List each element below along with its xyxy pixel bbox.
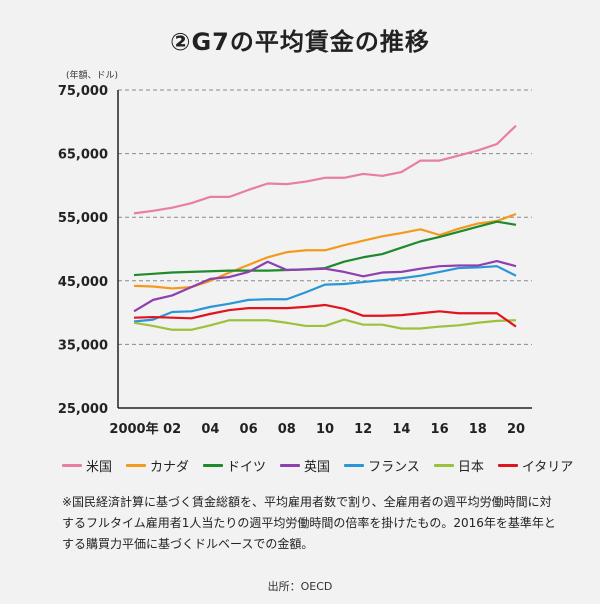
axes <box>117 90 532 409</box>
x-tick-label: 12 <box>354 422 372 437</box>
x-tick-label: 14 <box>392 422 410 437</box>
y-tick-labels: 25,000 35,000 45,000 55,000 65,000 75,000 <box>58 84 108 417</box>
legend-label: 米国 <box>86 460 113 475</box>
series-line-イタリア <box>133 303 517 328</box>
legend-item: 英国 <box>280 456 330 475</box>
legend-swatch <box>126 464 147 467</box>
legend-swatch <box>344 464 365 467</box>
series-line-カナダ <box>133 212 517 290</box>
y-tick-label: 35,000 <box>58 338 108 353</box>
legend-label: 日本 <box>457 460 484 475</box>
legend-label: フランス <box>368 460 420 475</box>
x-tick-label: 02 <box>163 422 181 437</box>
legend-item: イタリア <box>497 456 574 475</box>
y-tick-label: 75,000 <box>58 84 108 99</box>
series-line-日本 <box>133 318 517 331</box>
legend-swatch <box>433 464 454 467</box>
x-tick-label: 18 <box>469 422 487 437</box>
legend-label: イタリア <box>521 460 574 475</box>
series-line-フランス <box>133 265 517 323</box>
legend: 米国 カナダ ドイツ 英国 フランス 日本 イタリア <box>62 456 573 475</box>
x-tick-label: 2000年 <box>109 421 158 437</box>
y-tick-label: 45,000 <box>58 275 108 290</box>
legend-swatch <box>497 464 518 467</box>
series-lines <box>133 124 517 331</box>
legend-label: ドイツ <box>227 460 267 475</box>
series-line-米国 <box>133 124 517 215</box>
x-tick-label: 16 <box>431 422 449 437</box>
y-tick-label: 55,000 <box>58 211 108 226</box>
series-line-英国 <box>133 259 517 313</box>
legend-item: 日本 <box>433 456 484 475</box>
legend-item: カナダ <box>126 456 189 475</box>
x-tick-labels: 2000年 02 04 06 08 10 12 14 16 18 20 <box>109 421 525 437</box>
x-tick-label: 04 <box>201 422 219 437</box>
legend-item: フランス <box>344 456 420 475</box>
y-tick-label: 65,000 <box>58 148 108 163</box>
source-label: 出所：OECD <box>267 580 333 593</box>
legend-item: ドイツ <box>203 456 266 475</box>
x-tick-label: 20 <box>507 422 525 437</box>
legend-swatch <box>203 464 224 467</box>
y-axis-unit-label: (年額、ドル) <box>66 71 119 81</box>
y-tick-label: 25,000 <box>58 402 108 417</box>
grid-lines <box>118 89 532 345</box>
legend-swatch <box>280 464 301 467</box>
x-tick-label: 10 <box>316 422 334 437</box>
x-tick-label: 08 <box>278 422 296 437</box>
legend-swatch <box>62 464 82 467</box>
legend-label: 英国 <box>304 460 331 475</box>
legend-item: 米国 <box>62 456 112 475</box>
legend-label: カナダ <box>150 460 190 475</box>
chart-title: ②G7の平均賃金の推移 <box>170 28 430 56</box>
footnote: ※国民経済計算に基づく賃金総額を、平均雇用者数で割り、全雇用者の週平均労働時間に… <box>62 495 556 551</box>
x-tick-label: 06 <box>240 422 258 437</box>
